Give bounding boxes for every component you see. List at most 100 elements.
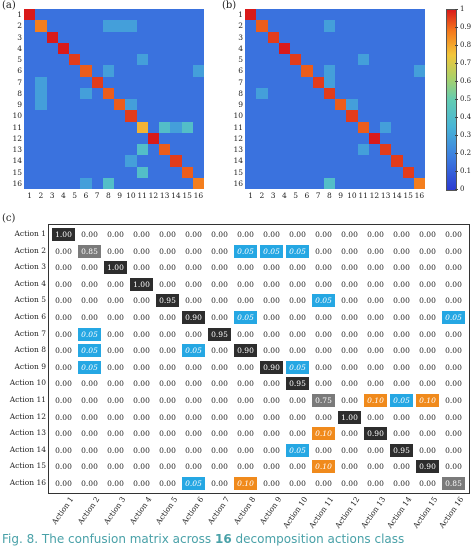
heatmap-a-diag-cell xyxy=(80,65,92,77)
colorbar-tick: 0.4 xyxy=(454,113,472,121)
table-cell: 0.75 xyxy=(312,394,335,407)
heatmap-b-y-tick: 3 xyxy=(238,32,243,42)
table-row-label: Action 15 xyxy=(9,461,46,471)
table-cell: 0.00 xyxy=(81,412,98,422)
caption-text-end: decomposition actions class xyxy=(235,532,405,546)
table-cell: 0.00 xyxy=(81,313,98,322)
table-cell: 0.00 xyxy=(159,246,176,256)
heatmap-a-cell xyxy=(136,166,148,178)
heatmap-a-cell xyxy=(125,20,137,32)
colorbar-tick: 0 xyxy=(454,185,465,193)
table-cell: 0.00 xyxy=(341,379,358,389)
table-cell: 0.00 xyxy=(159,230,176,239)
table-cell: 0.00 xyxy=(159,396,176,405)
heatmap-b-diag-cell xyxy=(290,54,302,66)
table-row-label: Action 11 xyxy=(9,395,46,404)
panel-label-c: (c) xyxy=(2,213,16,224)
heatmap-b-diag-cell xyxy=(346,110,358,122)
colorbar-tick: 0.8 xyxy=(454,41,472,49)
heatmap-a-cell xyxy=(80,177,92,189)
table-cell: 0.00 xyxy=(107,379,124,389)
table-cell: 0.00 xyxy=(81,429,98,439)
heatmap-b-cell xyxy=(380,121,392,133)
heatmap-b-cell xyxy=(413,65,425,77)
heatmap-a-y-tick: 7 xyxy=(17,77,22,87)
table-cell: 0.00 xyxy=(211,346,228,356)
table-cell: 0.00 xyxy=(289,263,306,273)
table-cell: 0.00 xyxy=(393,313,410,322)
table-cell: 0.00 xyxy=(55,362,72,372)
table-cell: 0.00 xyxy=(185,263,202,273)
table-cell: 0.05 xyxy=(78,327,101,341)
table-cell: 0.00 xyxy=(393,429,410,439)
heatmap-a-y-tick: 9 xyxy=(17,100,22,110)
table-cell: 0.00 xyxy=(263,379,280,389)
heatmap-b-x-tick: 14 xyxy=(392,191,402,200)
heatmap-b-x-tick: 8 xyxy=(326,191,332,200)
table-cell: 0.00 xyxy=(419,362,436,372)
table-cell: 0.00 xyxy=(393,346,410,356)
table-cell: 0.00 xyxy=(81,445,98,455)
table-cell: 0.00 xyxy=(289,462,306,472)
table-cell: 0.00 xyxy=(159,379,176,389)
table-cell: 0.00 xyxy=(159,346,176,356)
heatmap-a-x-tick: 6 xyxy=(83,191,89,200)
heatmap-b-diag-cell xyxy=(278,42,290,54)
heatmap-a-y-tick: 3 xyxy=(17,32,22,42)
table-row-label: Action 12 xyxy=(9,411,46,421)
table-cell: 0.00 xyxy=(263,329,280,339)
heatmap-a-diag-cell xyxy=(35,20,47,32)
heatmap-a-diag-cell xyxy=(114,99,126,111)
table-cell: 0.00 xyxy=(367,412,384,422)
table-cell: 0.00 xyxy=(107,462,124,472)
table-cell: 0.00 xyxy=(81,263,98,273)
heatmap-a-x-tick: 9 xyxy=(117,191,123,200)
confusion-table: 1.00 0.00 0.00 0.00 0.00 0.00 0.00 0.00 0.00 0.00… xyxy=(48,224,470,494)
table-cell: 0.00 xyxy=(419,412,436,422)
table-cell: 0.00 xyxy=(133,313,150,322)
colorbar-tick: 0.3 xyxy=(454,131,472,139)
table-cell: 0.00 xyxy=(237,329,254,339)
heatmap-b-y-tick: 2 xyxy=(238,21,243,31)
table-cell: 0.05 xyxy=(182,344,205,358)
table-cell: 0.00 xyxy=(419,479,436,488)
table-cell: 0.95 xyxy=(156,294,179,308)
table-cell: 0.05 xyxy=(312,294,335,308)
table-cell: 0.00 xyxy=(315,313,332,322)
heatmap-a-x-tick: 3 xyxy=(49,191,55,200)
table-cell: 0.00 xyxy=(263,429,280,439)
table-row-label: Action 14 xyxy=(9,444,46,454)
colorbar-tick: 0.1 xyxy=(454,167,472,175)
caption-bold: 16 xyxy=(214,532,232,546)
table-cell: 0.00 xyxy=(419,279,436,289)
table-cell: 0.00 xyxy=(289,412,306,422)
heatmap-a-diag-cell xyxy=(159,144,171,156)
table-cell: 0.00 xyxy=(393,279,410,289)
caption-text: The confusion matrix across xyxy=(41,532,212,546)
table-cell: 0.00 xyxy=(81,296,98,306)
heatmap-a-x-tick: 14 xyxy=(171,191,181,200)
table-cell: 0.00 xyxy=(55,296,72,306)
table-row-label: Action 9 xyxy=(14,361,46,371)
table-cell: 0.05 xyxy=(182,477,205,490)
table-cell: 0.00 xyxy=(315,412,332,422)
table-cell: 0.00 xyxy=(341,296,358,306)
table-cell: 0.00 xyxy=(159,329,176,339)
table-cell: 0.00 xyxy=(133,429,150,439)
table-row-label: Action 3 xyxy=(14,262,46,272)
colorbar-tick: 0.9 xyxy=(454,23,472,31)
heatmap-a-x-tick: 16 xyxy=(193,191,204,200)
heatmap-a-y-tick: 6 xyxy=(17,66,22,76)
table-row-label: Action 4 xyxy=(14,278,46,288)
heatmap-a-cell xyxy=(136,144,148,156)
heatmap-b-diag-cell xyxy=(357,121,369,133)
table-cell: 0.00 xyxy=(55,279,72,289)
table-cell: 0.00 xyxy=(185,279,202,289)
table-cell: 0.00 xyxy=(393,462,410,472)
table-cell: 0.00 xyxy=(367,246,384,256)
heatmap-b-x-tick: 11 xyxy=(358,191,368,200)
table-cell: 0.00 xyxy=(393,246,410,256)
heatmap-b-diag-cell xyxy=(312,76,324,88)
heatmap-b-diag-cell xyxy=(267,31,279,43)
heatmap-b-y-tick: 7 xyxy=(238,77,243,87)
